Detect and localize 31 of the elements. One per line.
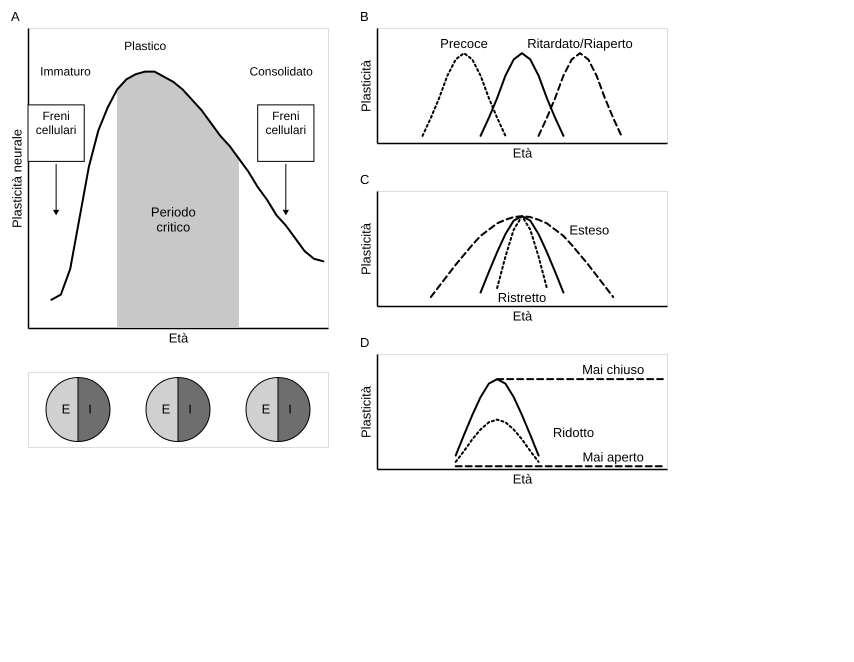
series-label: Ristretto — [498, 290, 546, 305]
series-label: Ritardato/Riaperto — [527, 36, 633, 52]
y-axis-title: Plasticità — [358, 222, 374, 276]
text: I — [188, 402, 192, 416]
chart-title: C — [360, 172, 370, 187]
text: I — [288, 402, 292, 416]
series-label: Mai aperto — [582, 449, 644, 464]
x-axis-title: Età — [512, 146, 534, 160]
annotation: Consolidato — [249, 64, 314, 79]
text: E — [262, 402, 271, 416]
series-label: Ridotto — [552, 425, 594, 440]
y-axis-title: Plasticità neurale — [10, 129, 24, 228]
text: I — [88, 402, 92, 416]
chart-title: B — [360, 9, 369, 24]
series-label: Esteso — [569, 222, 610, 238]
chart-title: D — [360, 335, 370, 350]
series-label: Precoce — [440, 36, 488, 52]
text: E — [62, 402, 71, 416]
y-axis-title: Plasticità — [358, 385, 374, 438]
annotation: Immaturo — [40, 64, 92, 79]
annotation: Freni cellulari — [36, 108, 76, 137]
series-label: Mai chiuso — [582, 362, 644, 378]
text: Plastico — [124, 38, 167, 53]
series-label: Periodo critico — [150, 204, 196, 235]
chart-title: A — [11, 9, 20, 24]
x-axis-title: Età — [512, 308, 534, 324]
x-axis-title: Età — [512, 472, 534, 486]
y-axis-title: Plasticità — [358, 59, 374, 112]
x-axis-title: Età — [168, 330, 190, 346]
annotation: Freni cellulari — [265, 108, 306, 137]
text: E — [162, 402, 171, 416]
